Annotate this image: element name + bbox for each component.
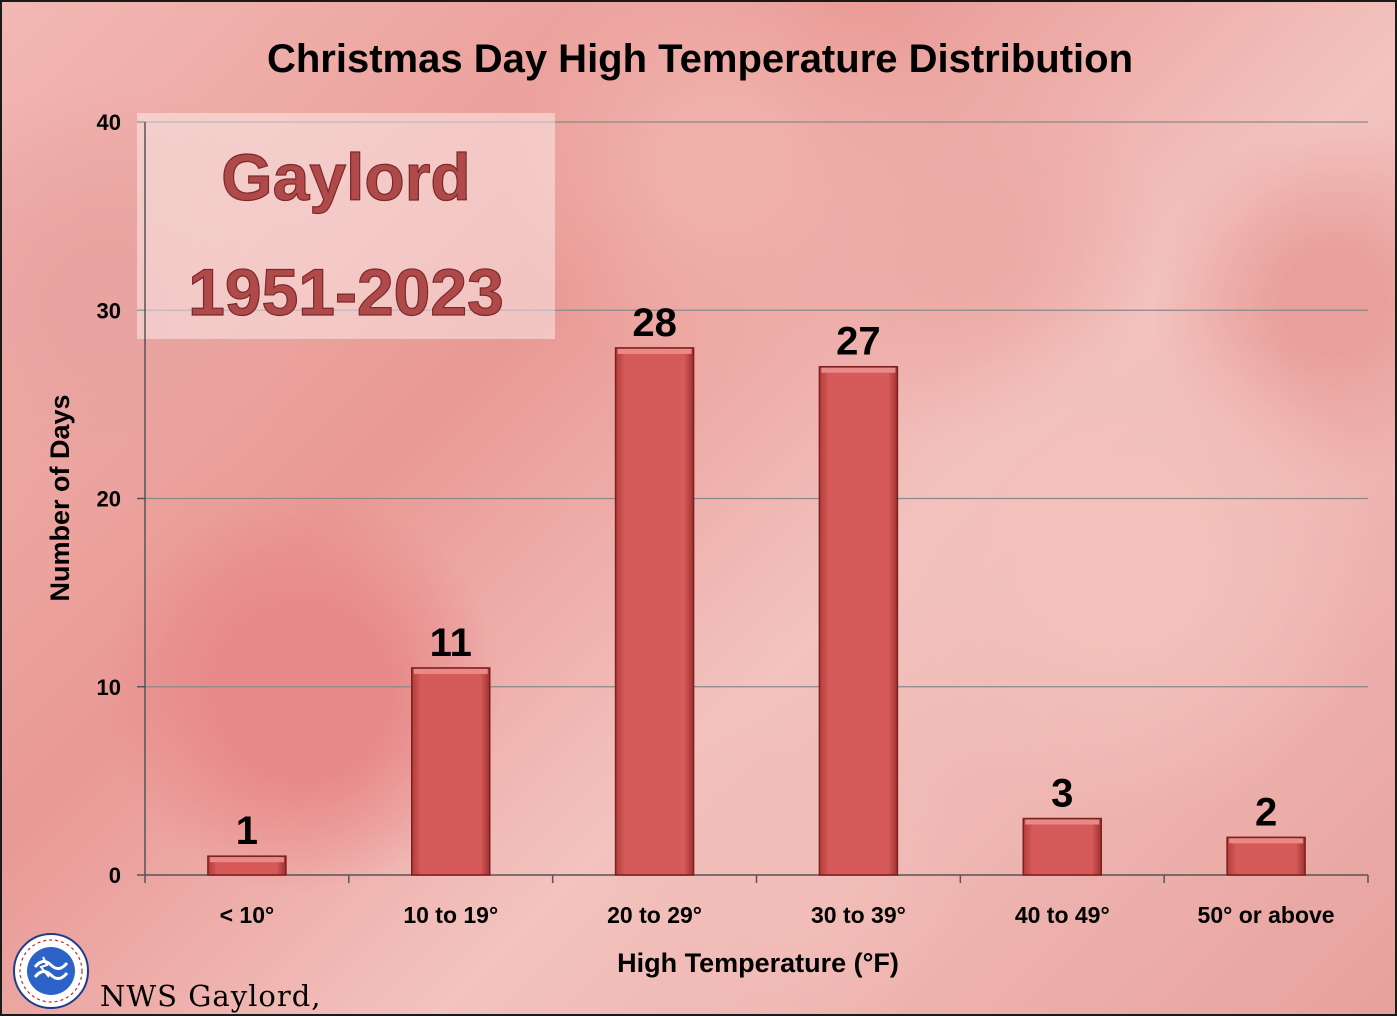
- bar-highlight: [209, 857, 284, 863]
- gridlines: [145, 121, 1368, 688]
- chart-title: Christmas Day High Temperature Distribut…: [267, 37, 1133, 81]
- x-tick-label: < 10°: [220, 902, 275, 928]
- bar-series: [207, 347, 1306, 876]
- x-tick-label: 10 to 19°: [403, 902, 498, 928]
- annotation-box: Gaylord 1951-2023: [137, 113, 555, 339]
- x-axis-title: High Temperature (°F): [617, 948, 899, 978]
- bar-rect: [614, 347, 695, 876]
- bar-rect: [411, 667, 491, 876]
- bar-rect: [1022, 817, 1102, 876]
- bar: [207, 855, 287, 876]
- x-tick-label: 40 to 49°: [1015, 902, 1110, 928]
- data-label: 1: [236, 809, 258, 853]
- y-tick-label: 40: [97, 110, 121, 135]
- data-label: 27: [836, 320, 881, 364]
- bar-highlight: [821, 367, 896, 373]
- x-tick-label: 30 to 39°: [811, 902, 906, 928]
- bar-rect: [818, 365, 899, 876]
- y-tick-label: 0: [109, 863, 121, 888]
- bar: [1022, 817, 1102, 876]
- bar-rect: [1226, 836, 1306, 876]
- annotation-line2: 1951-2023: [188, 255, 504, 329]
- data-label: 3: [1051, 772, 1073, 816]
- nws-logo: [13, 933, 89, 1009]
- data-label: 2: [1255, 790, 1277, 834]
- bar-highlight: [1229, 838, 1304, 844]
- y-axis-ticks: 0 10 20 30 40: [97, 110, 145, 888]
- x-tick-label: 20 to 29°: [607, 902, 702, 928]
- data-label: 28: [632, 301, 677, 345]
- bar: [614, 347, 695, 876]
- bar: [1226, 836, 1306, 876]
- annotation-line1: Gaylord: [221, 140, 470, 214]
- data-label: 11: [430, 621, 472, 665]
- bar-highlight: [1025, 819, 1100, 825]
- footer-credit: NWS Gaylord,: [100, 979, 322, 1013]
- y-axis-title: Number of Days: [45, 394, 75, 601]
- y-tick-label: 30: [97, 298, 121, 323]
- bar: [411, 667, 491, 876]
- category-labels: < 10° 10 to 19° 20 to 29° 30 to 39° 40 to 49…: [220, 902, 1335, 928]
- x-axis-ticks: [144, 875, 1369, 883]
- bar-highlight: [413, 668, 488, 674]
- x-tick-label: 50° or above: [1198, 902, 1335, 928]
- y-tick-label: 20: [97, 487, 121, 512]
- bar: [818, 365, 899, 876]
- bar-highlight: [617, 348, 692, 354]
- y-tick-label: 10: [97, 675, 121, 700]
